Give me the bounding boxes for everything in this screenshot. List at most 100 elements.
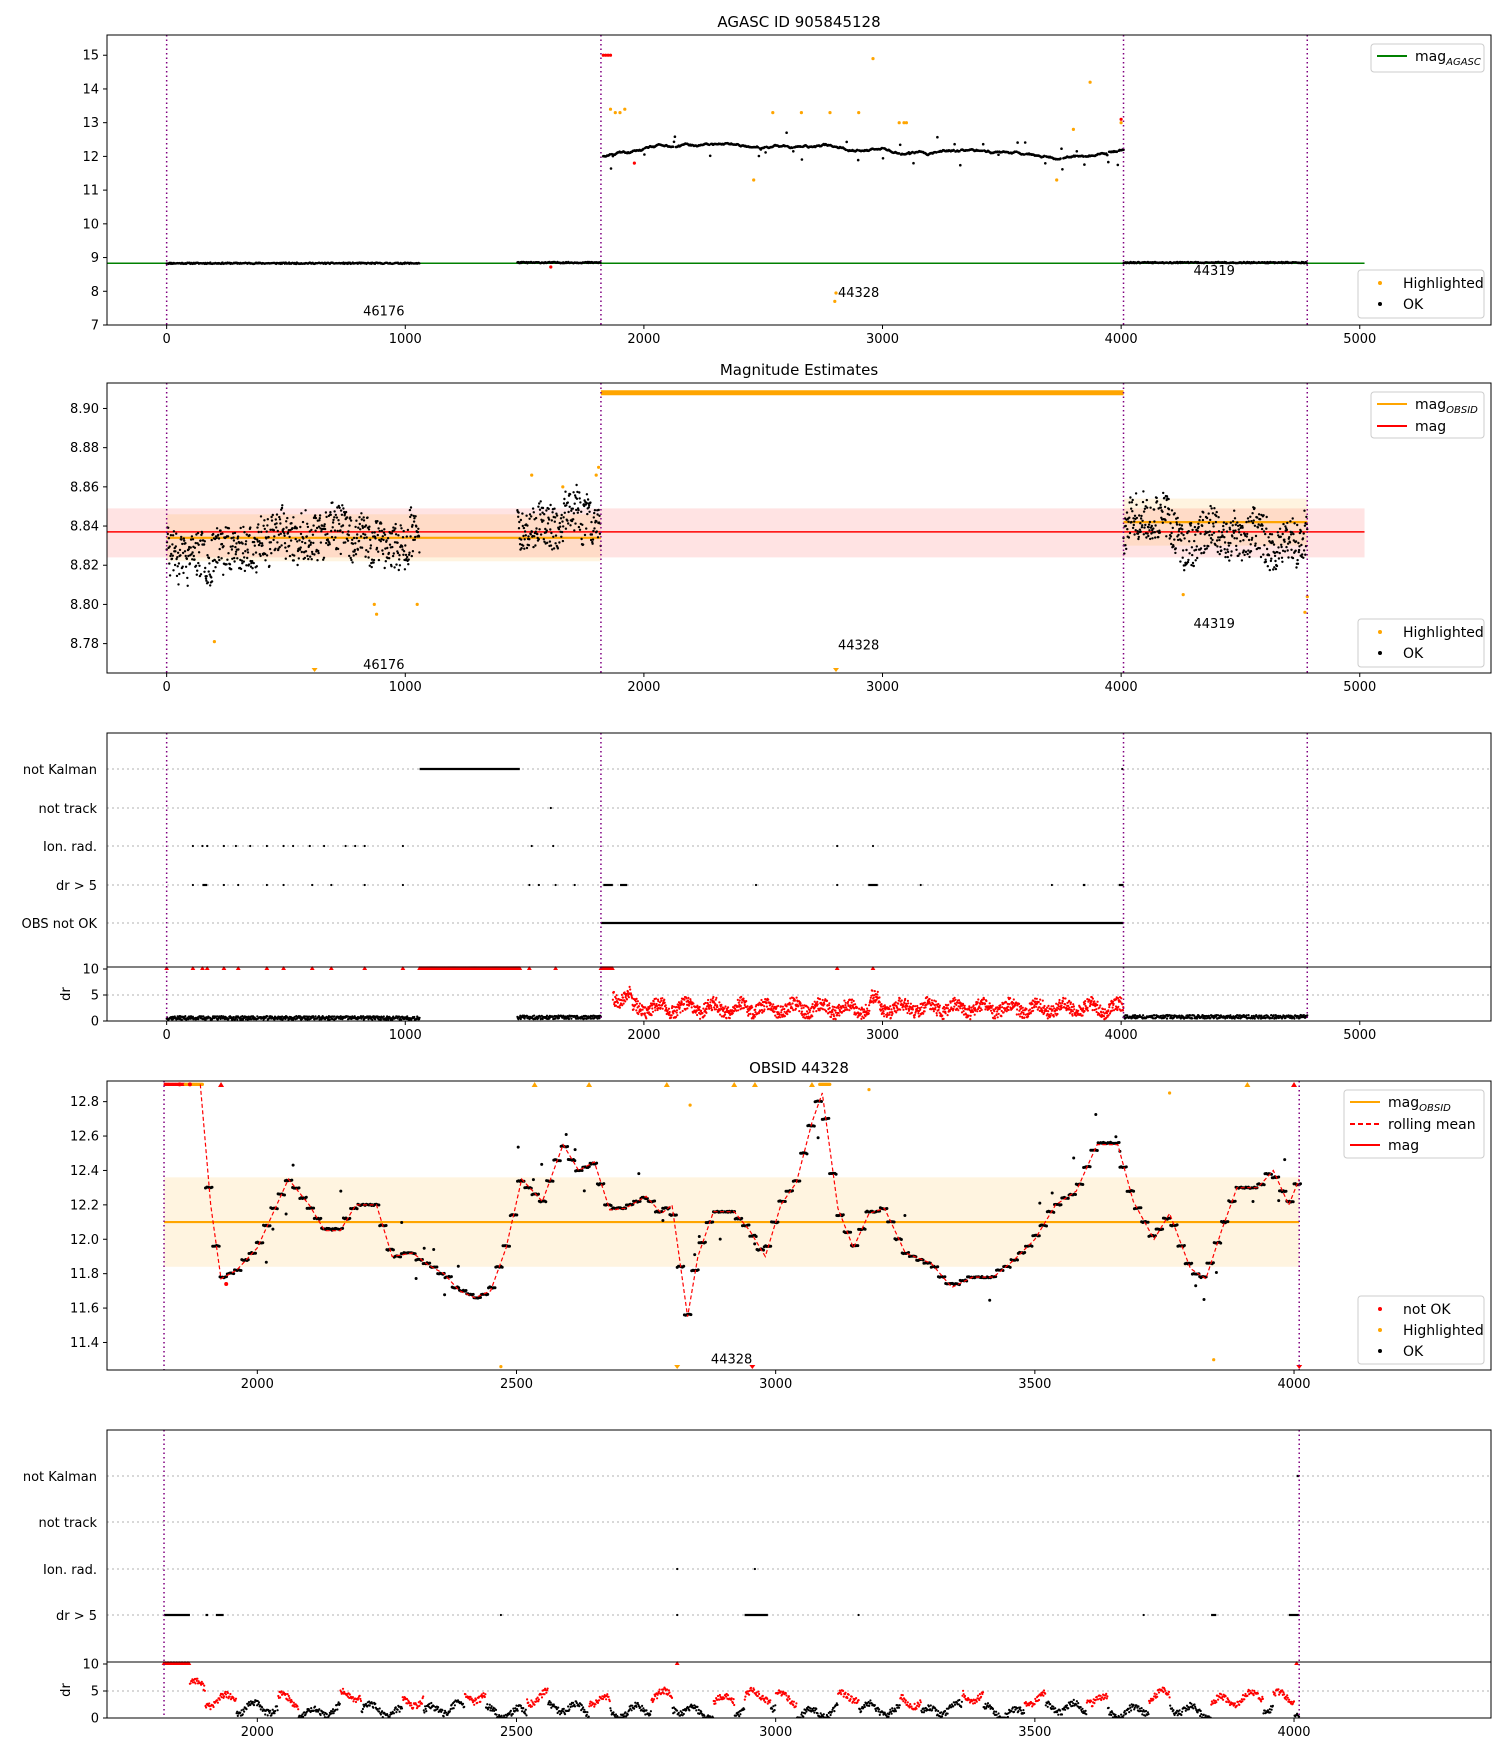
data-point [358, 516, 361, 519]
data-point [1257, 523, 1260, 526]
dr-point [611, 998, 615, 1001]
data-point [182, 571, 185, 575]
dr-point [672, 1005, 676, 1008]
dr-point [1068, 999, 1071, 1003]
y-tick-label: 10 [82, 217, 99, 232]
data-point [260, 530, 263, 534]
dr-point [717, 1010, 720, 1013]
data-point [314, 529, 317, 532]
dr-point [888, 1013, 891, 1016]
dr-point [191, 1015, 194, 1018]
dr-point [990, 1006, 993, 1009]
data-point [1199, 547, 1203, 550]
data-point [301, 540, 304, 544]
data-point [1176, 538, 1180, 542]
data-point [643, 153, 646, 156]
data-point [283, 534, 286, 537]
data-point [202, 543, 206, 546]
data-point [401, 536, 405, 539]
data-point [568, 493, 572, 496]
dr-point [897, 1002, 900, 1005]
data-point [338, 522, 341, 526]
data-point [230, 537, 233, 540]
data-point [1303, 524, 1307, 527]
dr-point [1046, 1012, 1049, 1016]
dr-point [818, 1009, 821, 1012]
dr-point [783, 1007, 786, 1011]
data-point [384, 547, 387, 550]
data-point [411, 550, 415, 553]
data-point [1236, 521, 1239, 524]
data-point [397, 568, 400, 572]
data-point [1173, 512, 1176, 515]
dr-point [878, 1001, 881, 1004]
dr-point [840, 1007, 843, 1010]
dr-point [913, 1013, 917, 1017]
dr-point [710, 1006, 713, 1010]
data-point [232, 539, 236, 542]
data-point [231, 557, 234, 560]
data-point [1186, 560, 1190, 564]
data-point [1281, 560, 1284, 563]
data-point [257, 530, 260, 534]
data-point [343, 512, 347, 515]
dr-point [236, 1018, 239, 1021]
dr-point [829, 1015, 833, 1019]
data-point [521, 524, 524, 528]
dr-point [1025, 1007, 1028, 1011]
data-point [1165, 495, 1169, 498]
data-point [1188, 540, 1191, 543]
data-point [1209, 504, 1212, 508]
data-point [347, 533, 350, 537]
y-tick-label: 9 [91, 251, 99, 266]
data-point [554, 516, 557, 519]
data-point [252, 561, 255, 565]
data-point [189, 546, 192, 549]
data-point [409, 515, 412, 519]
flag-mark [237, 883, 240, 887]
dr-point [812, 1010, 815, 1013]
dr-point [699, 1017, 702, 1020]
data-point [522, 544, 525, 547]
data-point [272, 529, 276, 532]
data-point [997, 153, 1000, 156]
legend-box [1357, 618, 1485, 668]
data-point [276, 541, 279, 544]
dr-point [968, 1006, 971, 1009]
data-point [525, 514, 528, 517]
data-point [1238, 531, 1241, 534]
data-point [294, 537, 297, 541]
data-point [344, 510, 348, 514]
data-point [388, 543, 392, 546]
dr-point [873, 990, 876, 993]
data-point [1305, 262, 1309, 265]
dr-point [1041, 1011, 1044, 1014]
data-point [1259, 518, 1262, 521]
data-point [1237, 528, 1241, 531]
dr-point [1007, 1005, 1010, 1008]
data-point [285, 526, 288, 529]
data-point [566, 519, 569, 522]
data-point [244, 550, 247, 553]
y-tick-label: 15 [82, 49, 99, 64]
data-point [784, 144, 787, 148]
dr-point [312, 1016, 315, 1019]
data-point [532, 511, 535, 514]
data-point [1127, 536, 1131, 539]
dr-point [709, 998, 712, 1001]
data-point [1294, 549, 1297, 552]
data-point [346, 539, 350, 542]
data-point [1135, 516, 1139, 520]
flag-category-label: OBS not OK [22, 917, 98, 932]
dr-point [706, 1002, 709, 1005]
data-point [1238, 552, 1241, 555]
data-point [1233, 537, 1236, 540]
data-point [187, 554, 190, 558]
dr-point [576, 1014, 579, 1017]
data-point [1260, 527, 1264, 531]
dr-point [637, 1005, 641, 1008]
flag-mark [222, 844, 225, 848]
flag-mark [222, 883, 225, 887]
dr-point [781, 1005, 785, 1008]
data-point [1158, 529, 1161, 532]
